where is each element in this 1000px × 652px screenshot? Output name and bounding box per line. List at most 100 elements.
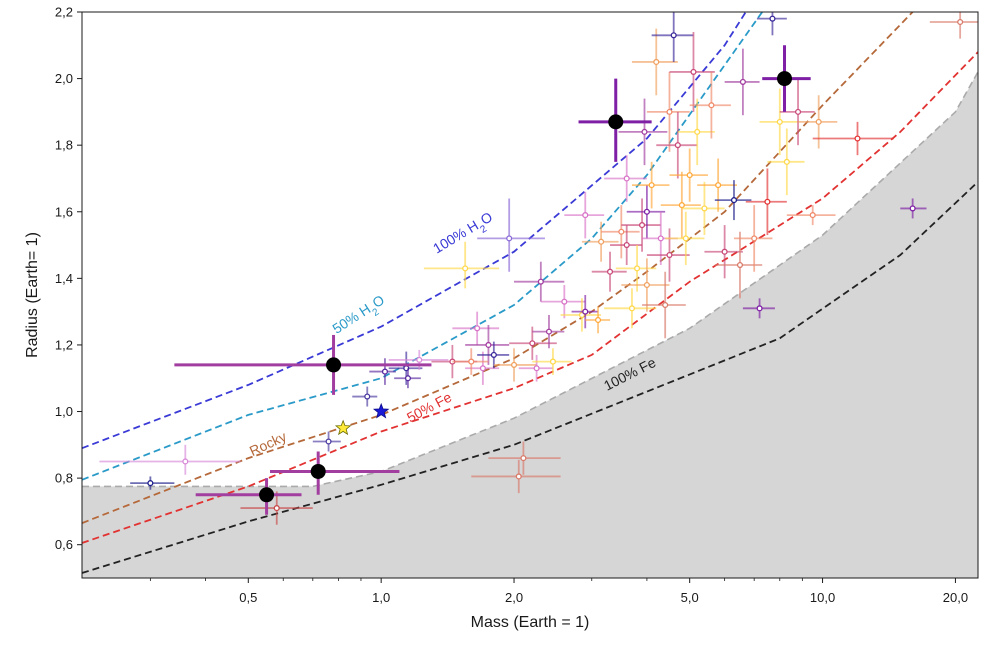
data-point-36 [615,245,657,292]
data-point-marker [670,32,677,39]
x-tick-label: 10,0 [810,590,835,605]
data-point-28 [564,191,605,239]
data-point-32 [601,205,640,259]
data-point-71 [900,198,927,219]
data-point-57 [704,225,743,279]
data-point-marker [957,18,964,26]
data-point-49 [660,171,701,239]
data-point-65 [759,88,799,156]
data-point-46 [646,71,690,152]
data-point-1 [99,444,241,475]
data-point-34 [604,155,647,202]
large-point-4 [762,45,811,112]
data-point-19 [471,459,561,494]
data-point-40 [621,258,670,312]
data-point-marker [490,351,497,358]
data-point-marker [598,238,605,245]
y-tick-label: 1,6 [55,204,73,219]
curve-100-h2o [82,12,747,450]
star-marker-1 [372,402,390,419]
data-point-marker [736,261,744,269]
data-point-45 [646,228,690,282]
data-point-11 [452,311,500,345]
data-point-17 [493,348,537,382]
data-point-23 [532,314,565,349]
data-point-marker [582,212,589,219]
data-point-marker [708,102,715,109]
data-point-marker [776,118,783,125]
data-point-14 [477,341,510,369]
data-point-66 [767,128,805,196]
star-marker-0 [334,419,352,436]
data-point-24 [532,348,572,375]
data-point-58 [714,180,752,221]
y-tick-label: 2,2 [55,5,73,20]
data-point-marker [147,480,154,487]
data-point-marker [594,316,602,324]
data-point-55 [689,71,731,139]
data-point-marker [381,368,389,375]
data-point-64 [756,12,787,36]
data-point-marker [643,208,650,215]
data-point-marker [794,108,802,115]
data-point-marker [678,202,685,209]
data-point-marker [751,235,758,242]
large-point-marker [326,357,342,373]
data-point-31 [591,251,627,292]
large-point-marker [608,114,624,130]
data-point-18 [488,441,561,475]
data-point-7 [394,368,421,389]
data-point-marker [769,15,776,22]
data-point-marker [715,182,722,189]
data-point-44 [642,271,686,339]
data-point-60 [724,48,760,116]
large-point-marker [777,71,793,87]
data-point-marker [657,235,664,242]
plot-area [82,12,978,578]
data-point-marker [909,205,916,212]
data-point-marker [686,172,693,179]
data-point-marker [739,78,746,85]
data-point-38 [618,98,668,166]
y-tick-label: 0,8 [55,471,73,486]
data-point-41 [631,161,670,209]
data-point-marker [721,248,728,255]
data-point-marker [623,242,630,249]
data-point-53 [677,98,715,166]
data-point-marker [510,361,518,368]
data-point-72 [929,12,978,39]
data-point-marker [643,281,650,289]
data-point-30 [581,221,619,262]
data-point-69 [798,95,838,149]
curve-50-fe [82,51,978,544]
data-point-16 [477,198,545,272]
y-tick-label: 1,2 [55,337,73,352]
data-point-marker [854,135,861,142]
data-point-63 [745,168,787,236]
data-point-13 [465,324,510,365]
data-point-marker [468,358,475,365]
data-point-marker [674,142,681,149]
data-point-marker [479,365,486,372]
data-point-marker [545,328,553,335]
data-point-marker [462,265,469,272]
data-point-marker [515,473,522,480]
data-point-marker [582,308,589,315]
data-point-marker [666,108,673,115]
y-axis-title: Radius (Earth= 1) [24,232,41,358]
data-point-47 [651,12,694,62]
data-point-marker [537,278,544,285]
data-point-marker [682,235,689,242]
data-point-marker [694,128,701,135]
data-point-marker [364,393,371,400]
data-point-marker [641,128,648,135]
forbidden-region [82,71,978,578]
data-point-marker [182,458,189,465]
large-point-2 [174,334,432,395]
data-point-15 [452,348,489,375]
data-point-marker [549,358,556,365]
data-point-marker [325,438,332,445]
data-point-marker [485,341,492,348]
data-point-48 [656,111,698,179]
large-point-3 [578,78,652,162]
